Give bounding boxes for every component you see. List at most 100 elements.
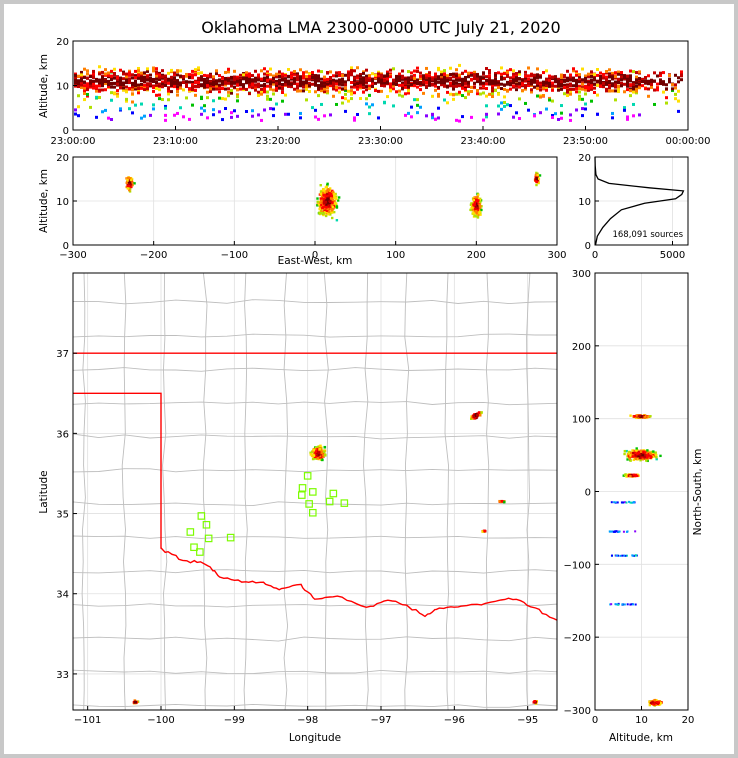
source-mark (646, 452, 650, 456)
source-mark (281, 78, 284, 82)
source-mark (119, 107, 122, 111)
source-mark (317, 203, 321, 206)
source-mark (224, 70, 227, 74)
source-mark (158, 93, 161, 97)
source-mark (326, 197, 330, 200)
source-mark (470, 78, 473, 82)
source-mark (335, 205, 339, 208)
source-mark (197, 71, 200, 75)
source-mark (155, 86, 158, 90)
source-mark (416, 78, 419, 82)
source-mark (74, 108, 77, 112)
source-mark (655, 457, 658, 461)
source-mark (110, 74, 113, 78)
source-mark (266, 90, 269, 94)
source-mark (634, 453, 638, 457)
source-mark (337, 196, 341, 199)
source-mark (593, 86, 596, 90)
source-mark (104, 81, 107, 85)
source-mark (638, 86, 641, 90)
source-mark (535, 183, 538, 187)
source-mark (491, 89, 494, 93)
county-line (485, 273, 490, 710)
source-mark (473, 85, 476, 89)
source-mark (191, 80, 194, 84)
source-mark (515, 74, 518, 78)
source-mark (452, 75, 455, 79)
source-mark (610, 530, 613, 533)
source-mark (620, 81, 623, 85)
source-mark (182, 88, 185, 92)
source-mark (506, 72, 509, 76)
source-mark (617, 77, 620, 81)
source-mark (509, 104, 512, 108)
source-mark (239, 79, 242, 83)
source-mark (272, 76, 275, 80)
source-mark (443, 98, 446, 102)
source-mark (506, 70, 509, 74)
source-mark (605, 75, 608, 79)
source-mark (325, 209, 329, 212)
source-mark (497, 84, 500, 88)
source-mark (404, 77, 407, 81)
source-mark (485, 87, 488, 91)
source-mark (473, 210, 476, 213)
source-mark (293, 69, 296, 73)
source-mark (272, 88, 275, 92)
source-mark (98, 81, 101, 85)
source-mark (127, 182, 131, 185)
source-mark (203, 85, 206, 89)
time-altitude-panel: 23:00:00 23:10:00 23:20:00 23:30:00 23:40:00… (38, 37, 710, 147)
source-mark (464, 69, 467, 73)
source-mark (77, 74, 80, 78)
source-mark (473, 73, 476, 77)
source-mark (269, 73, 272, 77)
source-mark (623, 90, 626, 94)
source-mark (632, 458, 635, 462)
source-mark (590, 87, 593, 91)
source-mark (401, 74, 404, 78)
source-mark (107, 71, 110, 75)
source-mark (557, 77, 560, 81)
source-mark (326, 192, 329, 196)
source-mark (645, 458, 648, 462)
source-mark (335, 82, 338, 86)
source-mark (470, 89, 473, 93)
lma-stations (186, 472, 349, 556)
source-mark (338, 78, 341, 82)
source-mark (611, 83, 614, 87)
source-mark (655, 698, 658, 702)
source-mark (86, 87, 89, 91)
source-mark (632, 90, 635, 94)
source-mark (636, 452, 639, 456)
source-mark (617, 72, 620, 76)
source-mark (302, 85, 305, 89)
source-mark (230, 115, 233, 119)
source-mark (316, 200, 319, 203)
source-mark (206, 90, 209, 94)
source-mark (437, 92, 440, 96)
source-mark (236, 114, 239, 118)
source-mark (290, 82, 293, 86)
source-mark (469, 203, 473, 206)
source-mark (458, 78, 461, 82)
source-mark (416, 98, 419, 102)
source-mark (314, 90, 317, 94)
source-mark (472, 212, 475, 215)
source-mark (302, 71, 305, 75)
source-mark (635, 81, 638, 85)
source-mark (500, 66, 503, 70)
source-mark (116, 82, 119, 86)
source-mark (329, 81, 332, 85)
source-mark (476, 414, 479, 417)
source-mark (281, 72, 284, 76)
source-mark (530, 88, 533, 92)
source-mark (398, 79, 401, 83)
source-mark (590, 99, 593, 103)
source-mark (152, 77, 155, 81)
source-mark (482, 81, 485, 85)
source-mark (536, 79, 539, 83)
source-mark (611, 111, 614, 115)
source-mark (620, 71, 623, 75)
source-mark (302, 83, 305, 87)
